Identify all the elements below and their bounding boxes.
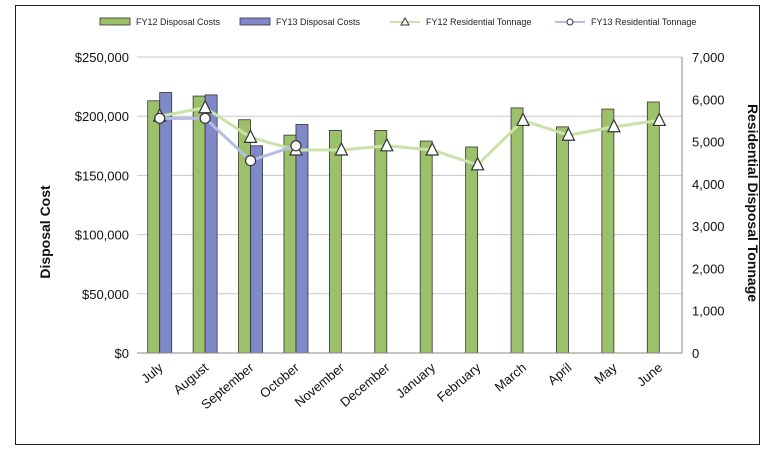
x-tick-label: January (393, 359, 438, 401)
point (154, 112, 166, 124)
y-tick-label: $0 (115, 346, 129, 361)
point (199, 112, 211, 124)
series-line (159, 106, 660, 167)
x-tick-label: July (138, 359, 166, 386)
point (652, 112, 667, 127)
point (470, 156, 485, 171)
bar (192, 95, 206, 354)
bar (510, 107, 524, 354)
bar (556, 126, 569, 354)
legend-label: FY12 Residential Tonnage (426, 17, 531, 27)
y-tick-label: $50,000 (82, 287, 129, 302)
x-tick-label: February (434, 359, 484, 404)
y2-axis-title: Residential Disposal Tonnage (745, 104, 761, 302)
point (425, 141, 440, 156)
y2-tick-label: 6,000 (692, 92, 725, 107)
x-tick-label: December (337, 359, 393, 409)
legend-label: FY12 Disposal Costs (136, 17, 221, 27)
bar (601, 108, 615, 354)
x-tick-label: March (492, 360, 529, 395)
series-line (159, 116, 297, 163)
y-axis-title: Disposal Cost (37, 185, 53, 279)
series-lines (152, 99, 667, 171)
y-tick-label: $150,000 (75, 168, 129, 183)
y-tick-label: $100,000 (75, 228, 129, 243)
legend-swatch (99, 17, 131, 26)
legend-marker (566, 18, 574, 26)
bar (419, 140, 433, 354)
legend-marker (400, 16, 410, 26)
bar (646, 101, 660, 354)
point (244, 155, 257, 167)
point (379, 137, 394, 152)
bar (147, 100, 161, 354)
bar (283, 134, 297, 354)
y-tick-label: $250,000 (75, 50, 129, 65)
y2-tick-label: 2,000 (692, 261, 725, 276)
point (606, 118, 621, 133)
gridlines (137, 56, 682, 295)
point (290, 140, 302, 152)
y2-tick-label: 0 (692, 346, 699, 361)
bar (250, 145, 263, 354)
point (243, 129, 258, 143)
bar (328, 130, 342, 354)
y-tick-label: $200,000 (75, 109, 129, 124)
y2-tick-label: 1,000 (692, 304, 725, 319)
chart-frame (15, 5, 760, 445)
y2-tick-label: 5,000 (692, 135, 725, 150)
legend-label: FY13 Disposal Costs (276, 17, 361, 27)
bar (295, 124, 309, 354)
y2-tick-label: 4,000 (692, 177, 725, 192)
y2-tick-label: 7,000 (692, 50, 725, 65)
y2-tick-label: 3,000 (692, 219, 725, 234)
bar (465, 146, 479, 354)
axes: $0 $50,000 $100,000 $150,000 $200,000 $250,00… (75, 50, 725, 412)
x-tick-label: August (170, 360, 211, 398)
bars (147, 92, 660, 354)
point (561, 126, 576, 141)
x-tick-label: June (634, 360, 665, 390)
legend-swatch (239, 17, 271, 26)
legend-label: FY13 Residential Tonnage (591, 17, 696, 27)
bar (374, 130, 388, 354)
legend: FY12 Disposal Costs FY13 Disposal Costs FY… (99, 16, 696, 27)
x-tick-label: May (591, 359, 620, 387)
bar (159, 92, 173, 354)
point (516, 112, 531, 127)
bar (204, 94, 218, 354)
x-tick-label: April (545, 360, 575, 388)
point (334, 141, 349, 156)
